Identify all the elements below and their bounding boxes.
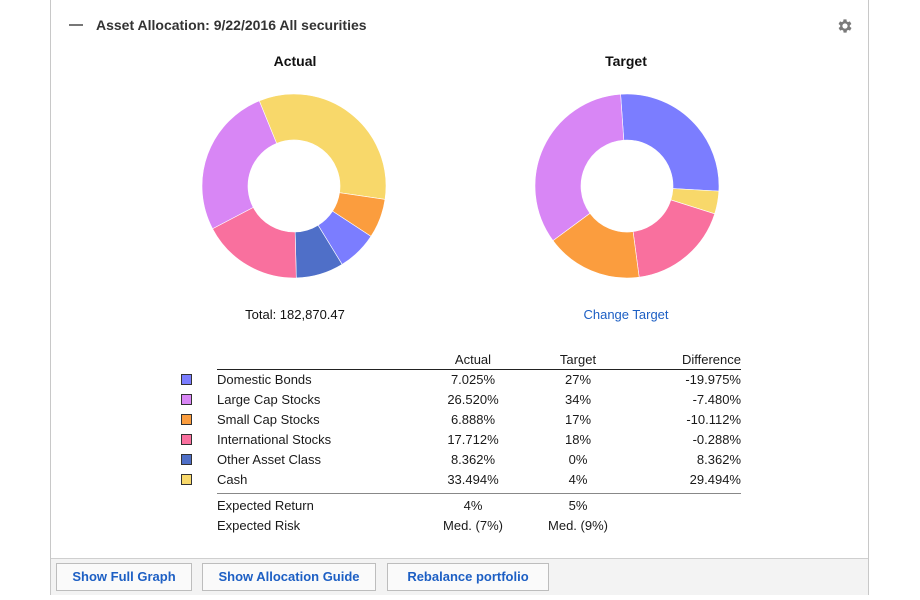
header-divider	[217, 369, 741, 370]
header-difference: Difference	[681, 352, 741, 367]
rebalance-portfolio-button[interactable]: Rebalance portfolio	[387, 563, 549, 591]
row-name: Small Cap Stocks	[217, 412, 320, 427]
table-row: Large Cap Stocks 26.520% 34% -7.480%	[181, 390, 741, 410]
actual-donut-chart	[201, 93, 387, 279]
expected-return-target: 5%	[568, 498, 588, 513]
legend-swatch	[181, 394, 192, 405]
row-name: Domestic Bonds	[217, 372, 312, 387]
panel-title: Asset Allocation: 9/22/2016 All securiti…	[96, 17, 367, 33]
row-difference: -19.975%	[685, 372, 741, 387]
row-actual: 6.888%	[450, 412, 496, 427]
table-row: Domestic Bonds 7.025% 27% -19.975%	[181, 370, 741, 390]
slice-international-stocks	[632, 199, 716, 278]
legend-swatch	[181, 454, 192, 465]
header-target: Target	[559, 352, 597, 367]
expected-risk-actual: Med. (7%)	[443, 518, 503, 533]
summary-divider	[217, 493, 741, 494]
row-target: 0%	[568, 452, 588, 467]
target-chart-title: Target	[605, 53, 647, 69]
header-actual: Actual	[454, 352, 492, 367]
row-target: 17%	[564, 412, 592, 427]
row-target: 4%	[568, 472, 588, 487]
row-name: Other Asset Class	[217, 452, 322, 467]
slice-large-cap-stocks	[201, 100, 278, 230]
row-actual: 7.025%	[450, 372, 496, 387]
legend-swatch	[181, 374, 192, 385]
expected-risk-row: Expected Risk Med. (7%) Med. (9%)	[181, 516, 741, 536]
row-difference: -10.112%	[686, 412, 741, 427]
panel-header: Asset Allocation: 9/22/2016 All securiti…	[51, 0, 868, 48]
change-target-link[interactable]: Change Target	[583, 307, 669, 322]
table-header-row: Actual Target Difference	[181, 350, 741, 370]
expected-risk-label: Expected Risk	[217, 518, 301, 533]
actual-chart-title: Actual	[273, 53, 317, 69]
expected-return-label: Expected Return	[217, 498, 314, 513]
row-name: Cash	[217, 472, 248, 487]
table-row: Small Cap Stocks 6.888% 17% -10.112%	[181, 410, 741, 430]
slice-cash	[258, 93, 387, 200]
row-name: International Stocks	[217, 432, 332, 447]
row-name: Large Cap Stocks	[217, 392, 321, 407]
table-row: Cash 33.494% 4% 29.494%	[181, 470, 741, 490]
row-difference: 8.362%	[696, 452, 741, 467]
row-target: 34%	[564, 392, 592, 407]
slice-large-cap-stocks	[534, 93, 625, 242]
show-full-graph-button[interactable]: Show Full Graph	[56, 563, 192, 591]
expected-return-actual: 4%	[463, 498, 483, 513]
allocation-table: Actual Target Difference Domestic Bonds 7…	[181, 350, 741, 536]
row-difference: -0.288%	[692, 432, 741, 447]
total-value: Total: 182,870.47	[245, 307, 345, 322]
target-donut-chart	[534, 93, 720, 279]
table-row: International Stocks 17.712% 18% -0.288%	[181, 430, 741, 450]
legend-swatch	[181, 474, 192, 485]
slice-domestic-bonds	[620, 93, 720, 192]
row-actual: 26.520%	[447, 392, 499, 407]
table-rows: Domestic Bonds 7.025% 27% -19.975% Large Cap…	[181, 370, 741, 490]
gear-icon[interactable]	[836, 17, 854, 35]
legend-swatch	[181, 414, 192, 425]
expected-risk-target: Med. (9%)	[548, 518, 608, 533]
row-actual: 33.494%	[447, 472, 499, 487]
asset-allocation-panel: Asset Allocation: 9/22/2016 All securiti…	[50, 0, 869, 595]
row-difference: -7.480%	[692, 392, 741, 407]
show-allocation-guide-button[interactable]: Show Allocation Guide	[202, 563, 376, 591]
footer-toolbar: Show Full Graph Show Allocation Guide Re…	[51, 558, 868, 595]
expected-return-row: Expected Return 4% 5%	[181, 496, 741, 516]
row-actual: 17.712%	[447, 432, 499, 447]
row-actual: 8.362%	[450, 452, 496, 467]
collapse-icon[interactable]	[69, 24, 83, 26]
row-difference: 29.494%	[689, 472, 741, 487]
row-target: 18%	[564, 432, 592, 447]
table-row: Other Asset Class 8.362% 0% 8.362%	[181, 450, 741, 470]
legend-swatch	[181, 434, 192, 445]
row-target: 27%	[564, 372, 592, 387]
